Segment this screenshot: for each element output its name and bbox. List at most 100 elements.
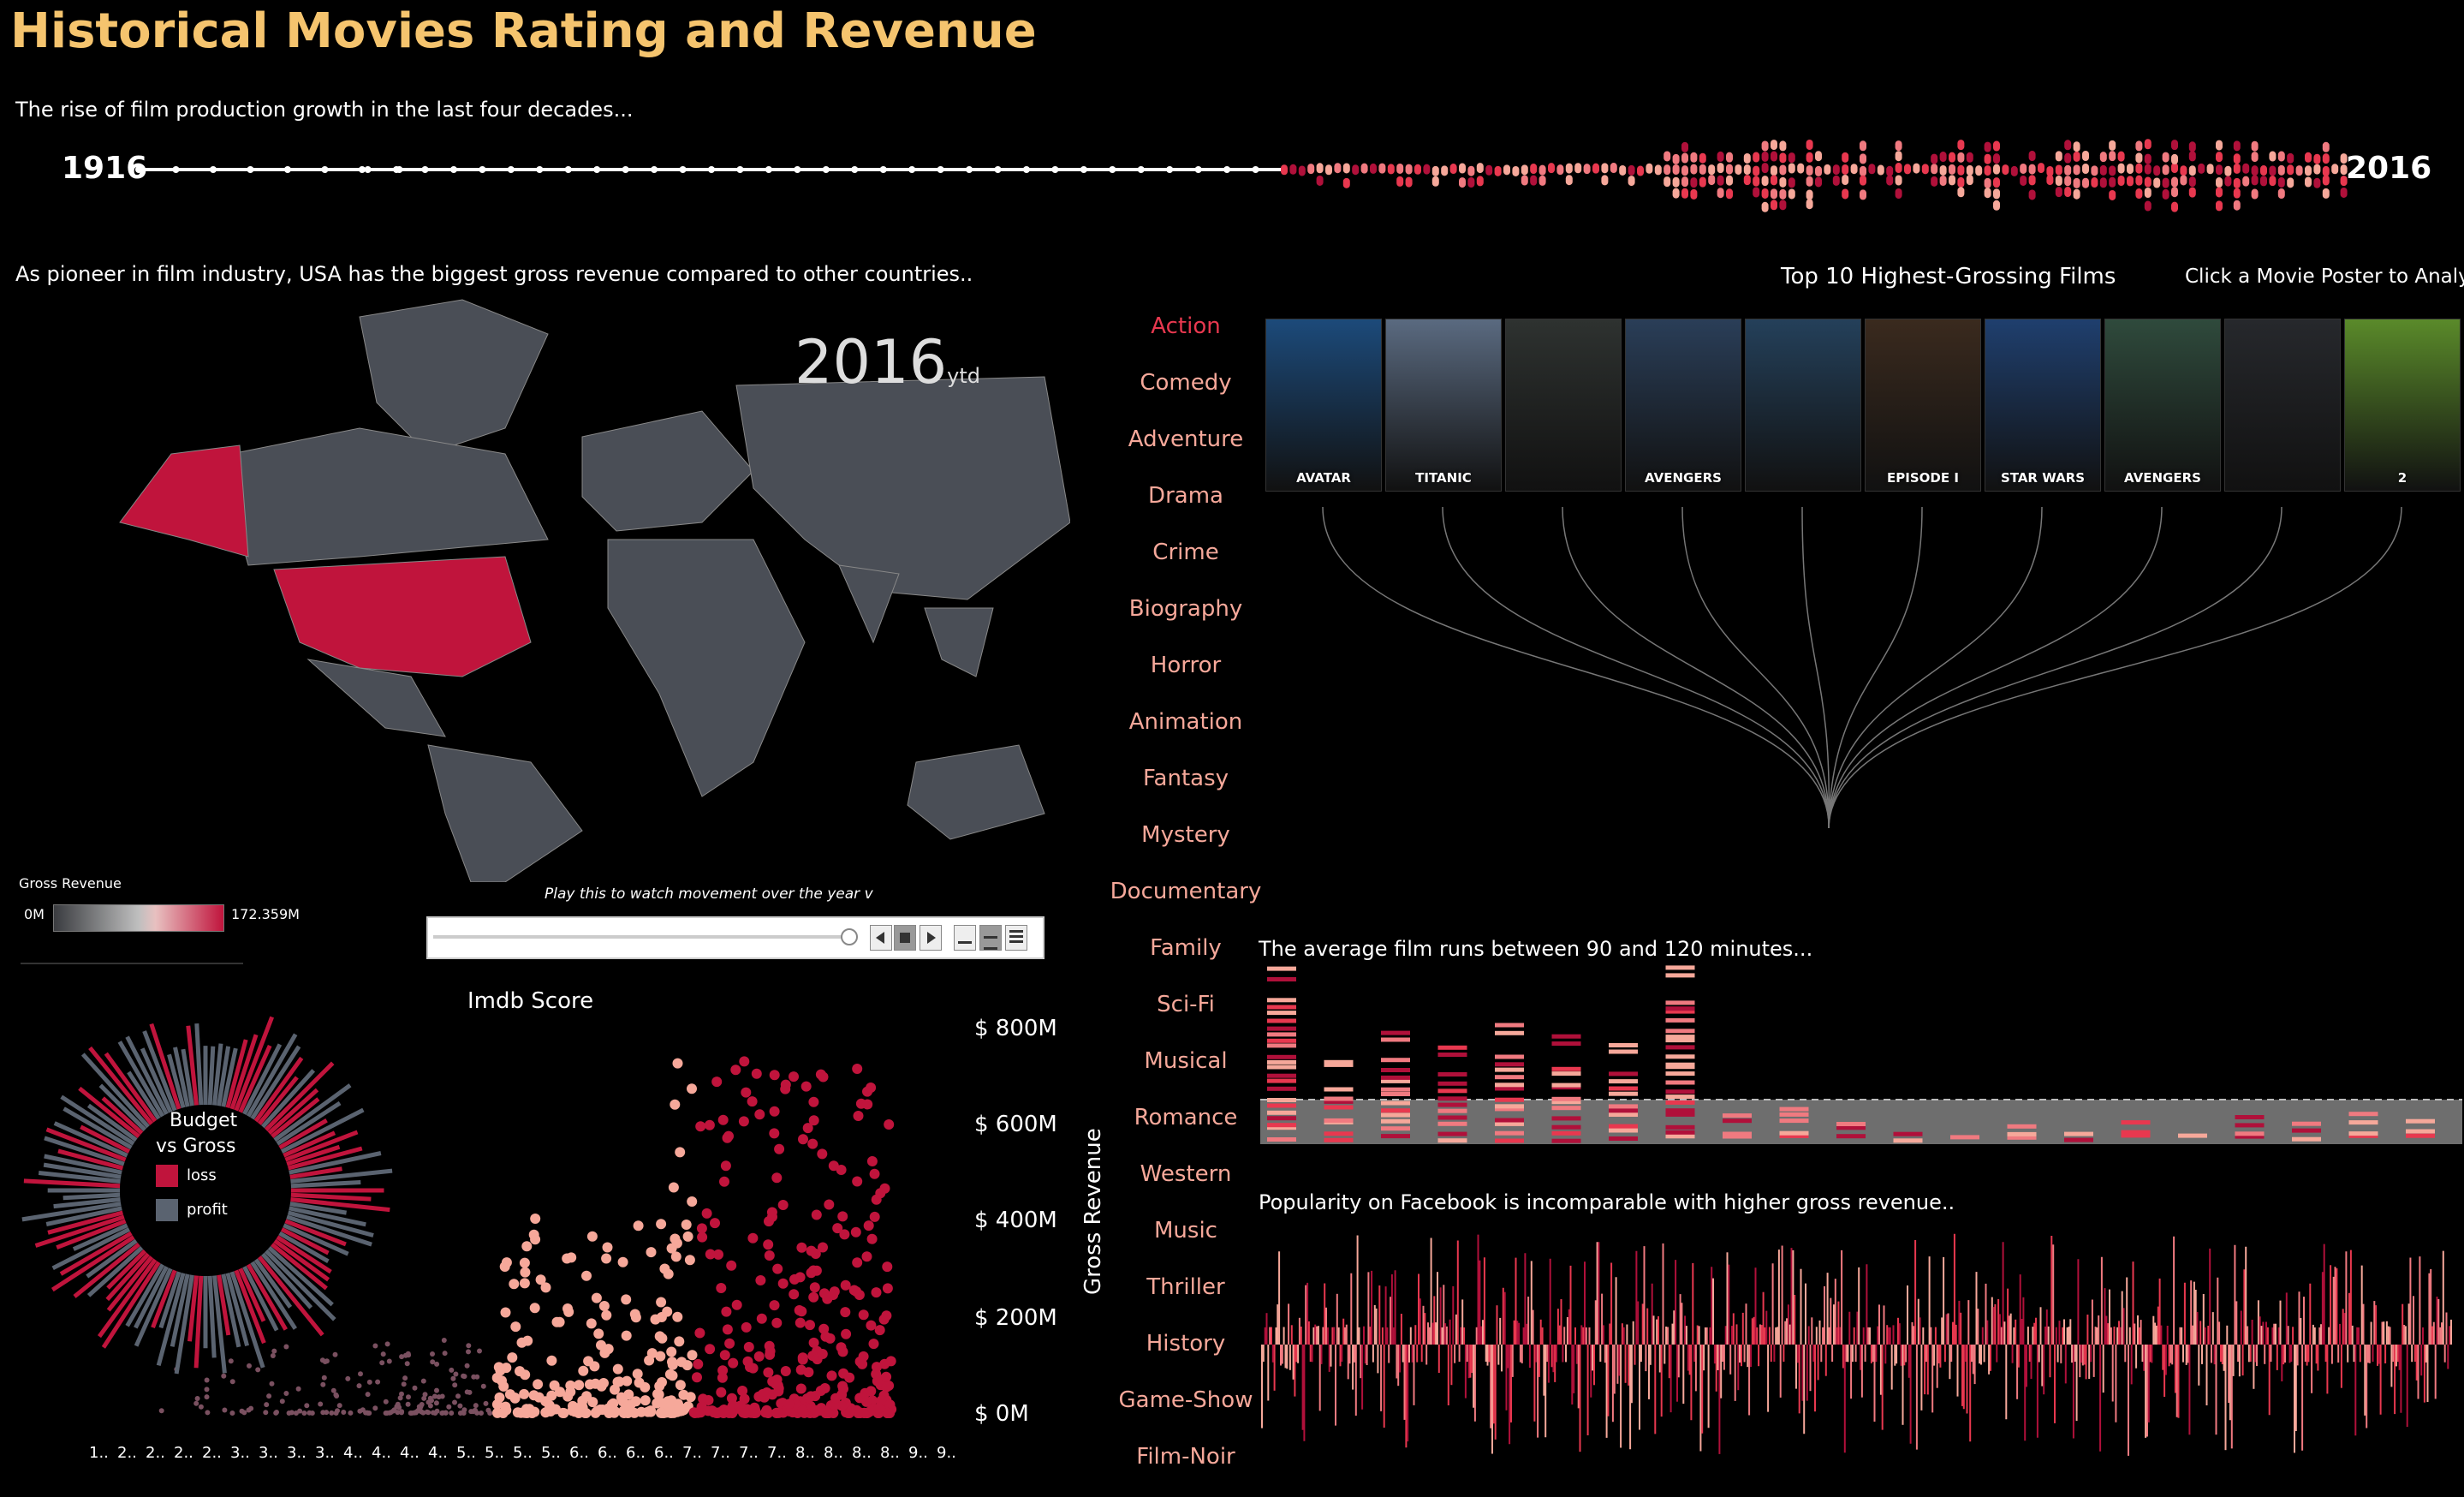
poster-links [1322,506,2402,829]
scatter-point [866,1320,877,1331]
genre-western[interactable]: Western [1140,1161,1232,1187]
scatter-point [740,1408,751,1418]
genre-horror[interactable]: Horror [1150,653,1222,678]
facebook-chart[interactable] [1259,1165,2464,1490]
scatter-point [747,1096,758,1107]
movie-poster-4[interactable]: AVENGERS [1625,319,1741,492]
scatter-point [666,1243,677,1254]
x-tick: 6.. [654,1444,674,1462]
movie-poster-7[interactable]: STAR WARS [1985,319,2101,492]
speed-fast-button[interactable] [1005,925,1027,951]
timeline-film [2144,153,2152,164]
scatter-point [840,1307,851,1318]
scatter-point [335,1408,340,1414]
scatter-point [818,1071,829,1082]
radial-bar [106,1249,147,1290]
timeline-film [1583,164,1591,175]
scatter-point [590,1378,601,1389]
scatter-point [863,1220,874,1232]
timeline-film [1984,188,1991,199]
scatter-point [824,1333,836,1344]
genre-musical[interactable]: Musical [1144,1048,1228,1074]
timeline-film [1556,164,1564,176]
timeline-film [2109,151,2116,162]
movie-poster-2[interactable]: TITANIC [1385,319,1502,492]
scatter-point [426,1410,431,1416]
genre-documentary[interactable]: Documentary [1110,879,1262,904]
genre-mystery[interactable]: Mystery [1141,822,1230,848]
radial-bar [250,1045,301,1120]
imdb-scatter[interactable] [0,1002,985,1482]
scatter-point [808,1291,819,1303]
genre-drama[interactable]: Drama [1148,483,1223,509]
genre-game-show[interactable]: Game-Show [1118,1387,1253,1413]
timeline-film [1619,164,1627,176]
genre-romance[interactable]: Romance [1134,1105,1238,1130]
scatter-point [666,1346,677,1357]
world-map[interactable] [103,283,1070,882]
speed-slow-button[interactable] [954,925,976,951]
radial-bar [142,1030,177,1112]
movie-poster-6[interactable]: EPISODE I [1865,319,1981,492]
timeline-film [2109,165,2116,176]
timeline-film [1788,163,1795,174]
genre-thriller[interactable]: Thriller [1146,1274,1225,1300]
legend-profit[interactable]: profit [156,1199,228,1221]
movie-poster-10[interactable]: 2 [2344,319,2461,492]
genre-crime[interactable]: Crime [1152,540,1219,565]
genre-music[interactable]: Music [1154,1218,1217,1244]
timeline-film [1699,176,1706,188]
playback-control[interactable] [426,916,1045,959]
runtime-tick [1495,1075,1524,1080]
scatter-point [519,1257,530,1268]
movie-poster-1[interactable]: AVATAR [1265,319,1382,492]
scatter-point [520,1369,531,1381]
timeline-film [1850,164,1858,175]
stop-button[interactable] [894,925,916,951]
timeline-film [1334,163,1342,174]
genre-biography[interactable]: Biography [1128,596,1243,622]
genre-animation[interactable]: Animation [1128,709,1243,735]
scatter-point [396,1404,402,1410]
step-back-button[interactable] [870,925,892,951]
runtime-tick [2406,1133,2435,1138]
timeline-film [1316,175,1324,186]
timeline-film [1690,188,1698,200]
movie-poster-9[interactable] [2224,319,2341,492]
genre-family[interactable]: Family [1150,935,1222,961]
scatter-point [500,1307,511,1318]
runtime-tick [1324,1096,1354,1101]
timeline-chart[interactable] [128,101,2354,255]
timeline-film [1753,176,1760,187]
genre-sci-fi[interactable]: Sci-Fi [1157,992,1215,1017]
legend-loss[interactable]: loss [156,1165,217,1187]
step-forward-button[interactable] [920,925,942,951]
scatter-point [580,1408,592,1418]
runtime-chart[interactable] [1259,916,2464,1148]
playback-slider-track[interactable] [433,935,844,939]
timeline-film [1931,153,1938,164]
scatter-point [404,1361,410,1367]
timeline-dot [321,166,329,173]
runtime-tick [2348,1133,2378,1138]
timeline-film [1815,165,1822,176]
radial-bar [283,1130,336,1158]
movie-poster-5[interactable] [1745,319,1861,492]
movie-poster-8[interactable]: AVENGERS [2104,319,2221,492]
movie-poster-3[interactable] [1505,319,1622,492]
radial-bar [278,1231,330,1263]
genre-adventure[interactable]: Adventure [1128,426,1244,452]
scatter-point [540,1282,551,1293]
scatter-point [529,1303,540,1314]
genre-history[interactable]: History [1146,1331,1226,1357]
genre-film-noir[interactable]: Film-Noir [1136,1444,1235,1470]
scatter-point [434,1387,439,1393]
genre-action[interactable]: Action [1151,313,1221,339]
speed-medium-button[interactable] [979,925,1002,951]
playback-slider-handle[interactable] [841,928,858,945]
genre-fantasy[interactable]: Fantasy [1142,766,1229,791]
genre-comedy[interactable]: Comedy [1140,370,1232,396]
timeline-film [2028,175,2036,186]
radial-bar [44,1154,122,1175]
poster-link [1681,506,1830,829]
